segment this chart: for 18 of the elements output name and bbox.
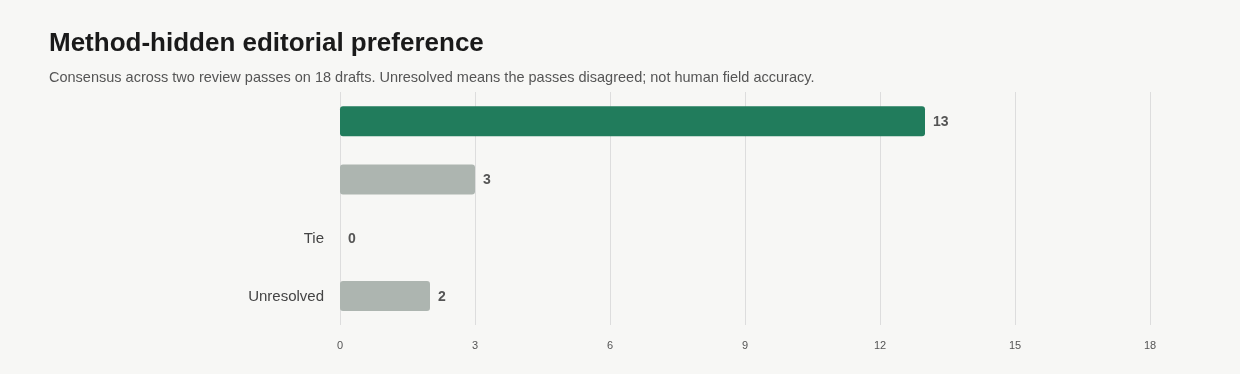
chart-title: Method-hidden editorial preference [49,27,484,57]
data-label: 3 [483,171,491,188]
y-tick-label: Unresolved [248,287,324,305]
data-label: 2 [438,287,446,304]
x-tick-label: 18 [1143,338,1157,351]
x-tick-label: 0 [336,338,344,351]
data-label: 13 [933,113,949,130]
bar [340,280,430,311]
data-label: 0 [348,229,356,246]
bar [340,106,925,137]
y-tick-label: Tie [303,229,324,247]
chart-subtitle: Consensus across two review passes on 18 drafts. Unresolved means the passes disagreed; not human field accuracy. [49,68,815,85]
x-tick-label: 15 [1008,338,1022,351]
bar [340,164,475,195]
x-tick-label: 9 [741,338,749,351]
x-tick-label: 3 [471,338,479,351]
x-tick-label: 6 [606,338,614,351]
x-tick-label: 12 [873,338,887,351]
